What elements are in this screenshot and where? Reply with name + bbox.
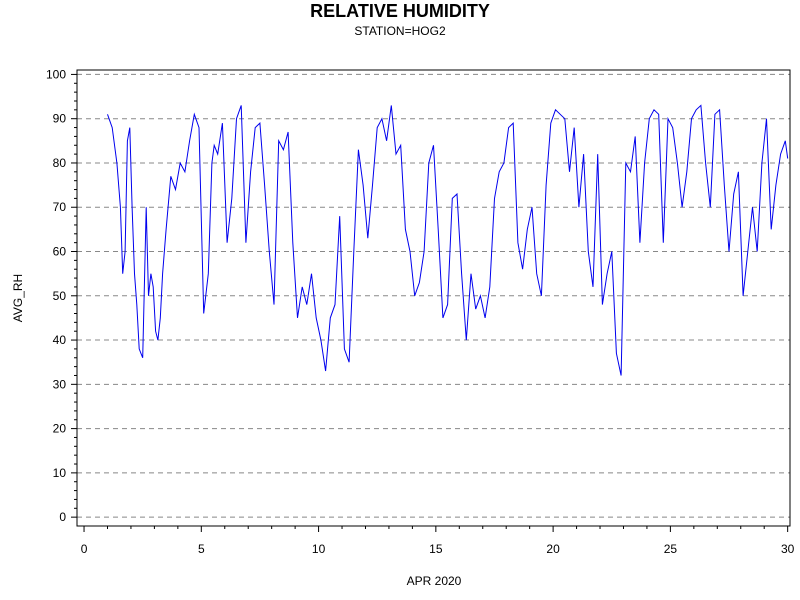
x-tick-label-0: 0 bbox=[81, 542, 88, 556]
y-tick-label-40: 40 bbox=[53, 333, 67, 347]
y-tick-label-10: 10 bbox=[53, 466, 67, 480]
x-tick-label-30: 30 bbox=[781, 542, 795, 556]
y-tick-label-50: 50 bbox=[53, 289, 67, 303]
chart-subtitle: STATION=HOG2 bbox=[354, 24, 446, 38]
x-tick-label-25: 25 bbox=[664, 542, 678, 556]
x-tick-label-5: 5 bbox=[198, 542, 205, 556]
y-tick-label-30: 30 bbox=[53, 377, 67, 391]
gridlines bbox=[77, 73, 790, 518]
series-line-avg-rh bbox=[107, 104, 789, 376]
y-tick-label-0: 0 bbox=[59, 510, 66, 524]
x-axis: 0 5 10 15 20 25 30 bbox=[81, 526, 795, 556]
y-axis: 0 10 20 30 40 50 60 70 80 90 100 bbox=[46, 67, 77, 524]
x-tick-label-10: 10 bbox=[312, 542, 326, 556]
x-tick-label-20: 20 bbox=[546, 542, 560, 556]
plot-frame bbox=[76, 69, 791, 527]
y-tick-label-80: 80 bbox=[53, 156, 67, 170]
x-axis-label: APR 2020 bbox=[407, 574, 462, 588]
chart-title: RELATIVE HUMIDITY bbox=[310, 1, 490, 21]
x-tick-label-15: 15 bbox=[429, 542, 443, 556]
y-axis-label: AVG_RH bbox=[11, 274, 25, 322]
y-tick-label-100: 100 bbox=[46, 67, 66, 81]
y-tick-label-70: 70 bbox=[53, 200, 67, 214]
y-tick-label-90: 90 bbox=[53, 112, 67, 126]
y-tick-label-60: 60 bbox=[53, 245, 67, 259]
y-tick-label-20: 20 bbox=[53, 422, 67, 436]
